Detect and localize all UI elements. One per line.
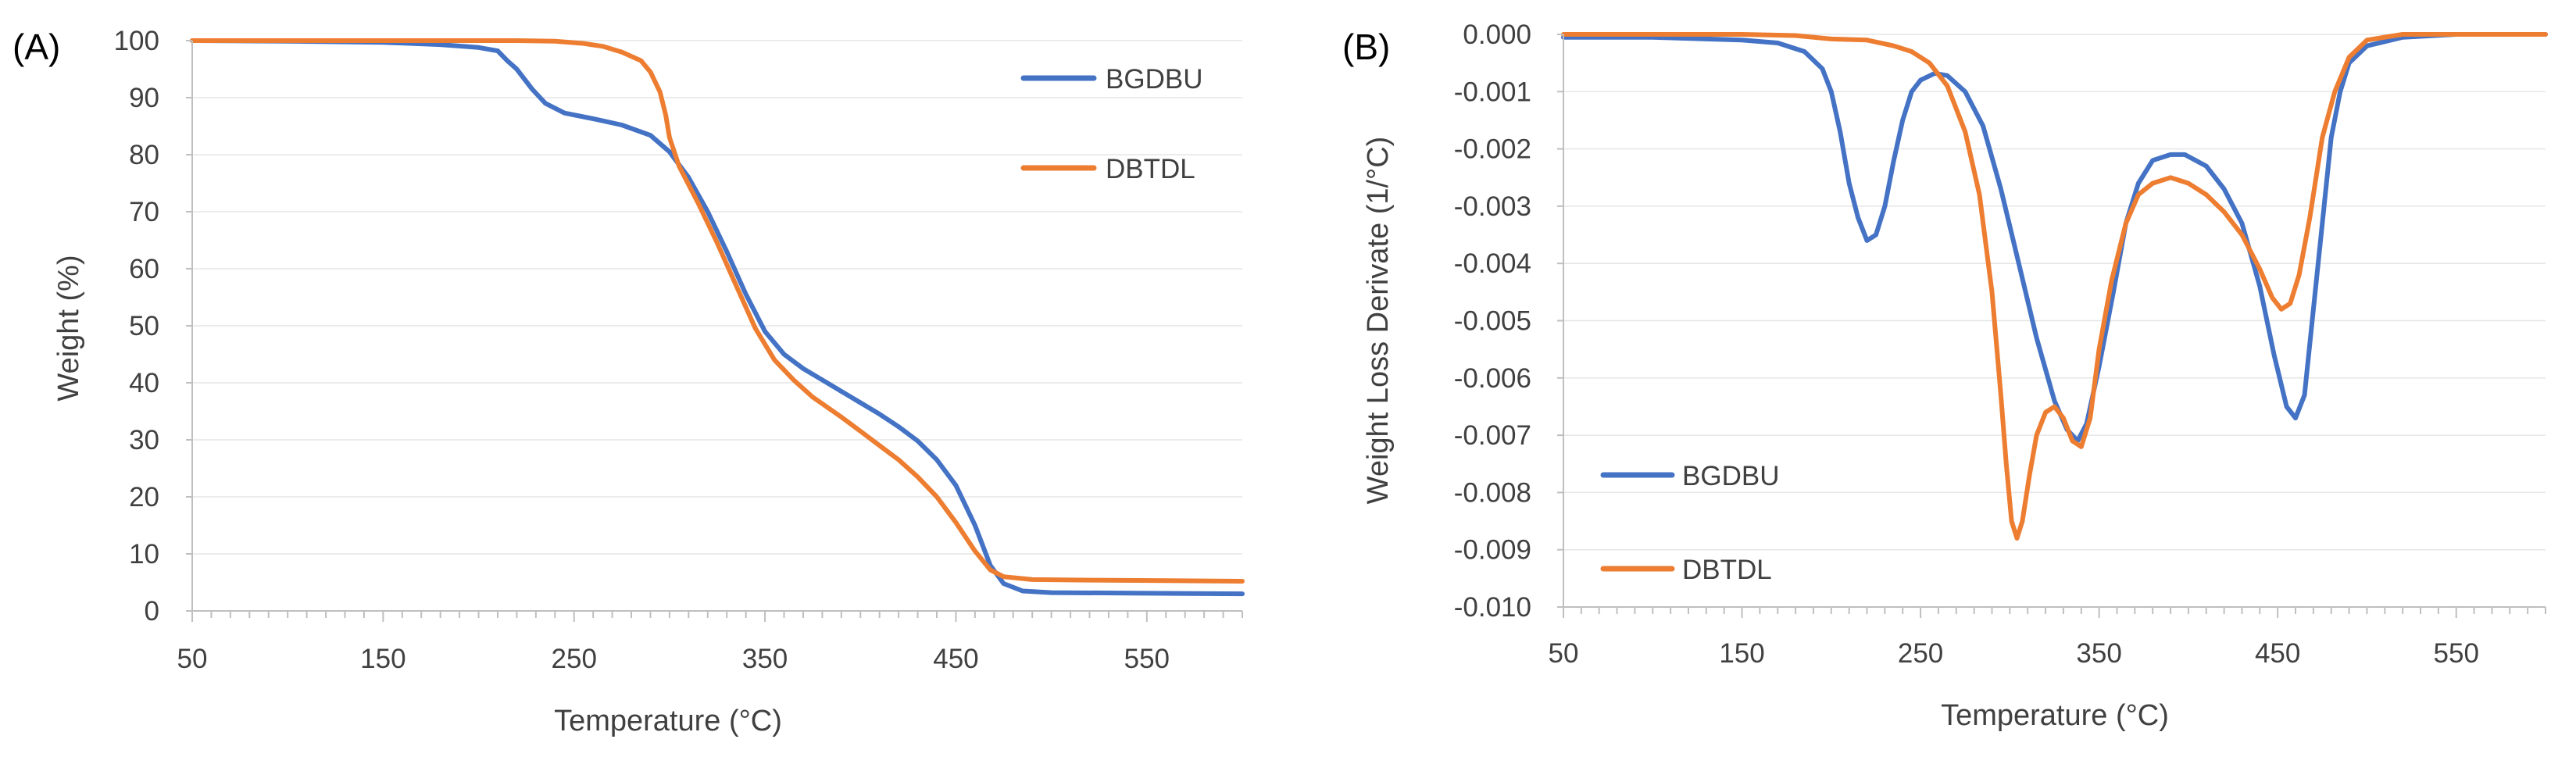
x-tick-labels-b: 50 150 250 350 450 550 [1549, 638, 2479, 669]
y-tick-label: -0.010 [1454, 592, 1531, 623]
x-tick-label: 350 [742, 644, 788, 674]
x-tick-labels-a: 50 150 250 350 450 550 [177, 644, 1170, 674]
y-tick-label: 10 [129, 539, 159, 570]
series-line-dbtdl [1561, 32, 2548, 541]
x-axis-label-b: Temperature (°C) [1941, 699, 2169, 732]
panel-label-a: (A) [13, 27, 60, 67]
series-line-bgdbu [1561, 32, 2548, 444]
y-tick-label: -0.003 [1454, 191, 1531, 222]
axes-a [186, 40, 1243, 622]
y-tick-label: -0.007 [1454, 420, 1531, 451]
y-tick-labels-b: 0.000 -0.001 -0.002 -0.003 -0.004 -0.005 -0.00… [1454, 20, 1531, 623]
y-tick-label: -0.006 [1454, 363, 1531, 394]
axes-b [1557, 34, 2546, 618]
y-gridlines-b [1563, 34, 2546, 608]
y-tick-label: -0.005 [1454, 306, 1531, 337]
chart-panel-a: (A) 0 10 20 30 40 50 60 70 80 90 100 50 150 250 350 45… [13, 26, 1245, 737]
x-axis-label-a: Temperature (°C) [554, 705, 782, 737]
y-gridlines-a [192, 40, 1242, 612]
x-tick-label: 150 [360, 644, 406, 674]
x-tick-label: 450 [933, 644, 978, 674]
y-tick-label: 80 [129, 140, 159, 170]
legend-label-dbtdl: DBTDL [1682, 555, 1772, 585]
x-tick-label: 150 [1719, 638, 1764, 669]
x-tick-label: 250 [1898, 638, 1943, 669]
y-tick-label: -0.004 [1454, 248, 1531, 279]
y-tick-label: 70 [129, 197, 159, 227]
y-axis-label-b: Weight Loss Derivate (1/°C) [1362, 137, 1395, 505]
y-tick-label: 30 [129, 425, 159, 455]
y-tick-label: 40 [129, 368, 159, 398]
series-group-b [1561, 32, 2548, 541]
y-tick-label: 60 [129, 254, 159, 284]
x-tick-label: 450 [2255, 638, 2300, 669]
y-tick-label: 0 [145, 596, 159, 627]
y-tick-label: 100 [114, 26, 159, 56]
y-tick-label: -0.002 [1454, 134, 1531, 165]
x-tick-label: 550 [1124, 644, 1170, 674]
legend-b: BGDBU DBTDL [1600, 461, 1779, 585]
chart-panel-b: (B) 0.000 -0.001 -0.002 -0.003 -0.004 -0.005 -… [1342, 20, 2548, 732]
legend-label-dbtdl: DBTDL [1106, 154, 1195, 184]
x-tick-label: 550 [2434, 638, 2479, 669]
legend-label-bgdbu: BGDBU [1682, 461, 1779, 491]
y-tick-label: 90 [129, 83, 159, 113]
series-group-a [190, 38, 1245, 597]
y-axis-label-a: Weight (%) [52, 255, 85, 401]
y-tick-label: -0.008 [1454, 477, 1531, 508]
legend-a: BGDBU DBTDL [1020, 64, 1202, 184]
x-tick-label: 250 [552, 644, 597, 674]
y-tick-label: 20 [129, 482, 159, 512]
y-tick-label: 0.000 [1463, 20, 1531, 50]
y-tick-label: -0.009 [1454, 535, 1531, 566]
x-tick-label: 50 [177, 644, 208, 674]
legend-label-bgdbu: BGDBU [1106, 64, 1202, 95]
series-line-dbtdl [190, 38, 1245, 584]
x-tick-label: 350 [2076, 638, 2121, 669]
series-line-bgdbu [190, 38, 1245, 597]
x-tick-label: 50 [1549, 638, 1579, 669]
panel-label-b: (B) [1342, 27, 1390, 67]
y-tick-labels-a: 0 10 20 30 40 50 60 70 80 90 100 [114, 26, 159, 627]
y-tick-label: 50 [129, 311, 159, 341]
y-tick-label: -0.001 [1454, 77, 1531, 107]
